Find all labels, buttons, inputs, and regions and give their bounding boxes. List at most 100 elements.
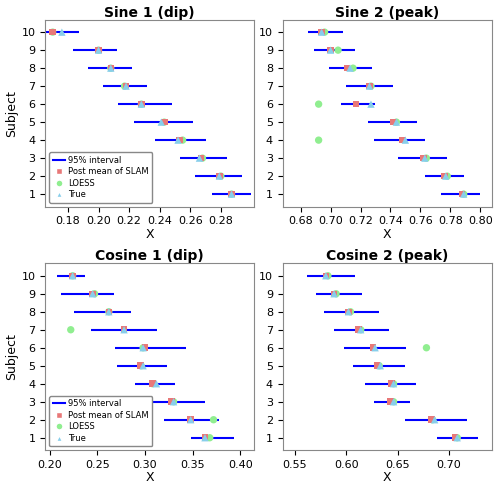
X-axis label: X: X bbox=[146, 471, 154, 485]
Point bbox=[390, 398, 398, 406]
Point bbox=[320, 28, 328, 36]
Title: Sine 1 (dip): Sine 1 (dip) bbox=[104, 5, 195, 20]
Point bbox=[176, 136, 184, 144]
Point bbox=[349, 64, 357, 72]
Point bbox=[174, 136, 182, 144]
Point bbox=[376, 362, 384, 369]
Point bbox=[430, 416, 438, 424]
Point bbox=[107, 64, 115, 72]
Point bbox=[451, 434, 459, 441]
Point bbox=[392, 118, 400, 126]
Point bbox=[107, 64, 115, 72]
Title: Sine 2 (peak): Sine 2 (peak) bbox=[336, 5, 440, 20]
Point bbox=[390, 380, 398, 388]
Y-axis label: Subject: Subject bbox=[6, 333, 18, 380]
X-axis label: X: X bbox=[383, 228, 392, 241]
Point bbox=[375, 362, 383, 369]
Point bbox=[152, 380, 160, 388]
Point bbox=[422, 344, 430, 352]
Y-axis label: Subject: Subject bbox=[6, 90, 18, 137]
Point bbox=[139, 344, 147, 352]
Point bbox=[94, 46, 102, 54]
Title: Cosine 2 (peak): Cosine 2 (peak) bbox=[326, 249, 448, 263]
Point bbox=[178, 136, 186, 144]
Point bbox=[88, 290, 96, 298]
Point bbox=[217, 172, 225, 180]
Point bbox=[453, 434, 461, 441]
Point bbox=[390, 380, 398, 388]
Point bbox=[210, 416, 218, 424]
Point bbox=[105, 308, 113, 316]
Point bbox=[148, 380, 156, 388]
Point bbox=[369, 344, 377, 352]
Point bbox=[160, 118, 168, 126]
Point bbox=[67, 326, 75, 334]
Point bbox=[367, 100, 375, 108]
Point bbox=[105, 308, 113, 316]
Point bbox=[318, 28, 326, 36]
Point bbox=[216, 172, 224, 180]
Point bbox=[388, 380, 396, 388]
Point bbox=[148, 380, 156, 388]
Point bbox=[460, 190, 468, 198]
Point bbox=[141, 344, 149, 352]
Point bbox=[122, 82, 130, 90]
Point bbox=[197, 154, 205, 162]
Point bbox=[90, 290, 98, 298]
Point bbox=[216, 172, 224, 180]
Point bbox=[398, 136, 406, 144]
Point bbox=[322, 272, 330, 280]
Point bbox=[366, 82, 374, 90]
Point bbox=[68, 272, 76, 280]
Point bbox=[139, 344, 147, 352]
Point bbox=[367, 82, 375, 90]
Point bbox=[168, 398, 175, 406]
Point bbox=[453, 434, 461, 441]
Point bbox=[343, 64, 351, 72]
Point bbox=[344, 308, 352, 316]
Point bbox=[402, 136, 409, 144]
Point bbox=[390, 398, 398, 406]
Point bbox=[354, 326, 362, 334]
Point bbox=[137, 362, 145, 369]
Point bbox=[157, 118, 165, 126]
Point bbox=[107, 64, 115, 72]
Point bbox=[186, 416, 194, 424]
Point bbox=[334, 46, 342, 54]
Point bbox=[138, 100, 145, 108]
Point bbox=[120, 82, 128, 90]
Point bbox=[444, 172, 452, 180]
Point bbox=[206, 434, 214, 441]
Point bbox=[421, 154, 429, 162]
Point bbox=[460, 190, 468, 198]
Legend: 95% interval, Post mean of SLAM, LOESS, True: 95% interval, Post mean of SLAM, LOESS, … bbox=[49, 396, 152, 446]
Title: Cosine 1 (dip): Cosine 1 (dip) bbox=[96, 249, 204, 263]
Point bbox=[326, 46, 334, 54]
Point bbox=[440, 172, 448, 180]
Point bbox=[344, 308, 352, 316]
Point bbox=[371, 344, 379, 352]
Point bbox=[186, 416, 194, 424]
Point bbox=[160, 118, 168, 126]
Point bbox=[228, 190, 235, 198]
Point bbox=[120, 326, 128, 334]
Point bbox=[420, 154, 428, 162]
Point bbox=[228, 190, 235, 198]
Point bbox=[392, 118, 400, 126]
Point bbox=[170, 398, 177, 406]
X-axis label: X: X bbox=[146, 228, 154, 241]
Point bbox=[330, 290, 338, 298]
Point bbox=[442, 172, 450, 180]
Point bbox=[170, 398, 177, 406]
Point bbox=[366, 82, 374, 90]
Point bbox=[228, 190, 235, 198]
Point bbox=[330, 290, 338, 298]
Point bbox=[422, 154, 430, 162]
Point bbox=[346, 64, 354, 72]
Point bbox=[428, 416, 436, 424]
Point bbox=[332, 290, 340, 298]
Point bbox=[139, 362, 147, 369]
Point bbox=[138, 100, 145, 108]
Point bbox=[122, 82, 130, 90]
Point bbox=[314, 100, 322, 108]
